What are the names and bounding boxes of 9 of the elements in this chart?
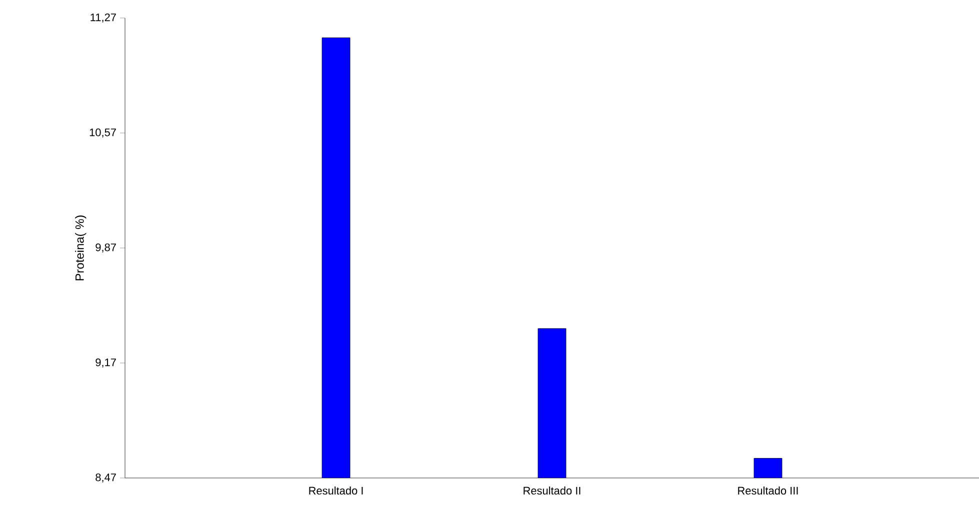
y-tick-label: 9,17 <box>96 358 116 368</box>
x-tick-label: Resultado II <box>524 486 580 495</box>
y-tick-label: 9,87 <box>96 243 116 253</box>
x-tick-label: Resultado III <box>738 486 798 495</box>
x-tick-label: Resultado I <box>309 486 363 495</box>
y-axis-title: Proteina( %) <box>75 216 86 280</box>
y-tick-label: 10,57 <box>90 128 116 138</box>
y-tick-label: 8,47 <box>96 473 116 483</box>
y-tick-label: 11,27 <box>90 13 116 23</box>
